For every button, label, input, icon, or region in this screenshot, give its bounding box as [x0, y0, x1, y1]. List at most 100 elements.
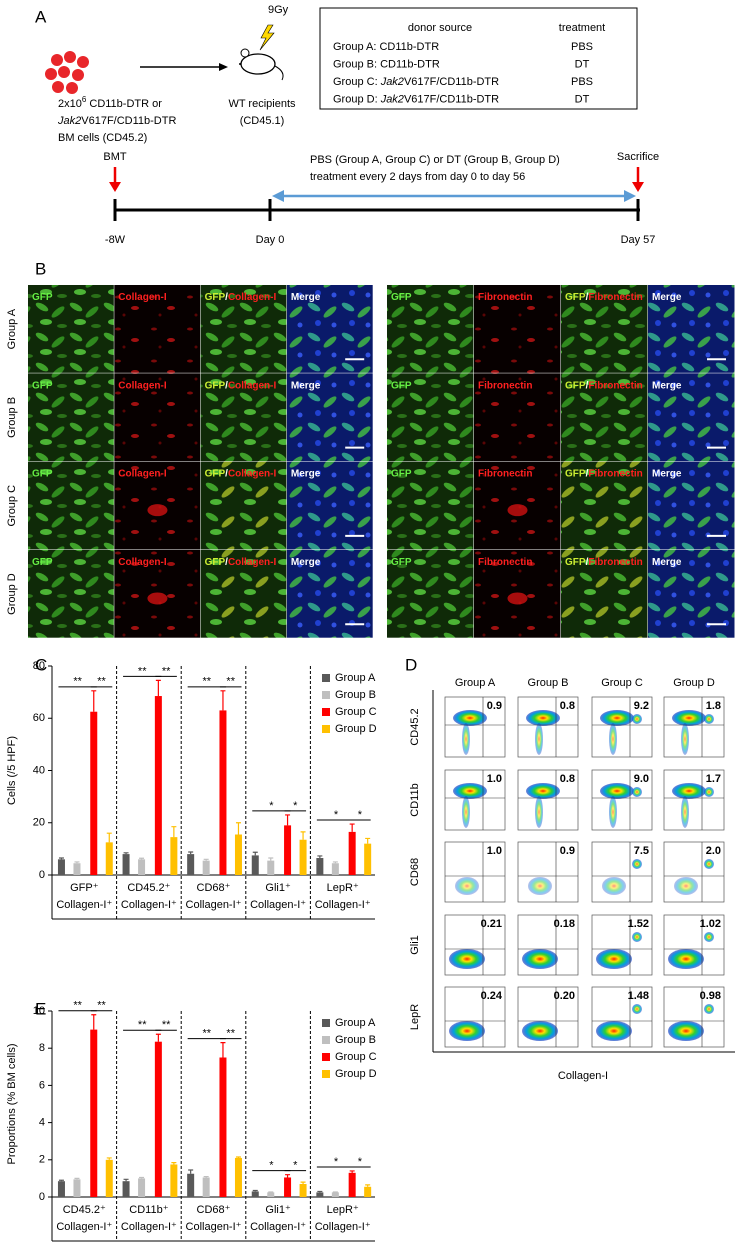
micrograph — [114, 285, 201, 373]
group-table — [319, 7, 638, 110]
bar — [138, 859, 146, 875]
flow-plot: 1.0 — [444, 769, 506, 831]
bar — [105, 1159, 113, 1197]
bar — [364, 1186, 372, 1197]
flow-plot: 0.20 — [517, 986, 579, 1048]
tile-label: GFP/Fibronectin — [565, 380, 643, 391]
micrograph — [114, 373, 201, 462]
plot-frame — [591, 696, 653, 758]
y-tick-label: 0 — [39, 1191, 45, 1203]
bar — [90, 711, 98, 875]
column-header: Group D — [673, 677, 715, 689]
text-piece: CD11b-DTR or — [86, 98, 162, 110]
stain-name: GFP — [205, 380, 226, 391]
stain-signal — [507, 504, 528, 517]
stain-name: Fibronectin — [478, 292, 532, 303]
gate-percent: 1.7 — [706, 773, 721, 785]
cell-density — [602, 877, 626, 895]
cell-density — [449, 1021, 485, 1041]
flow-plot: 0.24 — [444, 986, 506, 1048]
donor-text: Jak2V617F/CD11b-DTR — [57, 115, 176, 127]
micrograph — [561, 549, 648, 638]
timeline-tick: Day 57 — [621, 234, 656, 246]
flow-plot: 1.02 — [663, 914, 725, 976]
tile-label: Collagen-I — [118, 380, 167, 391]
bar — [284, 825, 292, 875]
legend-label: Group D — [335, 723, 377, 735]
separator: / — [225, 292, 228, 303]
cell-density — [449, 949, 485, 969]
error-bar — [188, 1169, 194, 1174]
bar — [138, 1178, 146, 1197]
error-bar — [220, 1042, 226, 1058]
micrograph — [286, 461, 373, 550]
x-tick-label: Collagen-I⁺ — [250, 899, 306, 911]
stain-name: GFP — [565, 468, 586, 479]
significance-label: ** — [226, 1028, 235, 1040]
tile-label: GFP — [32, 380, 53, 391]
tile-label: Merge — [291, 292, 321, 303]
cell-density — [672, 783, 706, 799]
cell-density — [704, 787, 714, 797]
micrograph — [387, 549, 474, 638]
gate-percent: 0.21 — [481, 918, 502, 930]
flow-plot: 0.98 — [663, 986, 725, 1048]
gate-percent: 0.24 — [481, 990, 503, 1002]
gate-percent: 1.02 — [700, 918, 721, 930]
cell-density — [632, 932, 642, 942]
legend-label: Group C — [335, 1051, 377, 1063]
treatment-text: PBS (Group A, Group C) or DT (Group B, G… — [310, 154, 560, 166]
flow-plot: 1.8 — [663, 696, 725, 758]
bar — [105, 842, 113, 875]
error-bar — [235, 1156, 241, 1158]
text-piece: V617F/CD11b-DTR — [81, 115, 176, 127]
error-bar — [155, 679, 161, 697]
text-piece: Jak2 — [380, 76, 404, 88]
error-bar — [106, 1157, 112, 1160]
error-bar — [74, 1177, 80, 1180]
tile-label: GFP/Fibronectin — [565, 557, 643, 568]
error-bar — [171, 1161, 177, 1165]
bar — [154, 1041, 162, 1197]
micrograph — [387, 461, 474, 550]
stain-signal — [147, 592, 168, 605]
error-bar — [365, 1184, 371, 1187]
micrograph — [28, 373, 114, 462]
micrograph — [387, 373, 474, 462]
column-header: Group B — [528, 677, 569, 689]
text-piece: Group A: CD11b-DTR — [333, 41, 439, 53]
x-tick-label: LepR⁺ — [327, 882, 359, 894]
stain-name: GFP — [391, 380, 412, 391]
error-bar — [139, 1176, 145, 1179]
recipient-text: WT recipients — [228, 98, 296, 110]
cell-density — [535, 796, 543, 828]
tile-label: Fibronectin — [478, 380, 532, 391]
tile-label: Fibronectin — [478, 557, 532, 568]
legend-swatch — [322, 1053, 330, 1061]
bar — [90, 1029, 98, 1197]
significance-label: ** — [97, 676, 106, 688]
legend-swatch — [322, 1036, 330, 1044]
x-tick-label: Collagen-I⁺ — [315, 1221, 371, 1233]
significance-label: ** — [203, 676, 212, 688]
significance-label: * — [269, 1160, 274, 1172]
mouse — [239, 24, 284, 81]
tile-label: Merge — [291, 380, 321, 391]
row-label: CD68 — [409, 858, 421, 886]
error-bar — [123, 852, 129, 855]
recipient-text: (CD45.1) — [240, 115, 285, 127]
micrograph — [648, 373, 735, 462]
error-bar — [268, 857, 274, 861]
text-piece: Jak2 — [380, 93, 404, 105]
timeline-label: Sacrifice — [617, 151, 659, 163]
bar — [348, 1172, 356, 1197]
x-tick-label: Collagen-I⁺ — [250, 1221, 306, 1233]
x-tick-label: Collagen-I⁺ — [186, 899, 242, 911]
y-tick-label: 10 — [33, 1005, 45, 1017]
bar — [187, 1173, 195, 1197]
significance-label: ** — [226, 676, 235, 688]
significance-label: ** — [73, 1000, 82, 1012]
plot-frame — [663, 696, 725, 758]
x-tick-label: Collagen-I⁺ — [315, 899, 371, 911]
table-treatment: DT — [575, 58, 590, 70]
